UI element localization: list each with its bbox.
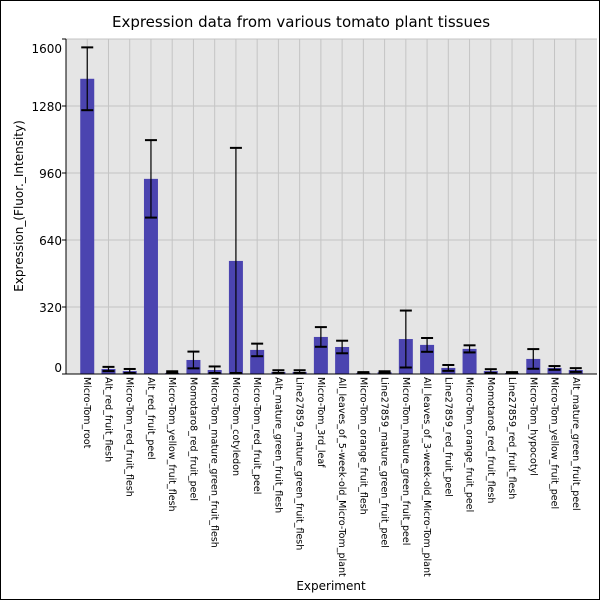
y-axis-label: Expression_(Fluor._Intensity) bbox=[12, 120, 26, 292]
x-tick-label: Momotaro8_red_fruit_flesh bbox=[485, 377, 496, 503]
x-tick-label: Micro-Tom_hypocotyl bbox=[527, 377, 538, 476]
bar bbox=[462, 348, 477, 374]
x-tick-label: Alt_mature_green_fruit_flesh bbox=[272, 377, 283, 513]
x-tick-label: Micro-Tom_red_fruit_flesh bbox=[124, 377, 135, 497]
x-tick-label: Micro-Tom_orange_fruit_flesh bbox=[357, 377, 368, 515]
x-tick-label: Micro-Tom_mature_green_fruit_flesh bbox=[209, 377, 220, 548]
bar bbox=[80, 78, 95, 374]
chart-title: Expression data from various tomato plan… bbox=[112, 13, 490, 31]
y-tick-label: 1600 bbox=[31, 42, 62, 56]
x-tick-label: Line27859_red_fruit_peel bbox=[442, 377, 453, 497]
x-tick-label: Line27859_mature_green_fruit_peel bbox=[379, 377, 390, 548]
x-tick-label: Micro-Tom_3rd_leaf bbox=[315, 377, 326, 468]
x-tick-label: Micro-Tom_red_fruit_peel bbox=[251, 377, 262, 494]
x-tick-label: Micro-Tom_mature_green_fruit_peel bbox=[400, 377, 411, 545]
y-tick-label: 320 bbox=[39, 301, 62, 315]
x-tick-label: Micro-Tom_yellow_fruit_peel bbox=[549, 377, 560, 509]
y-tick-label: 0 bbox=[54, 361, 62, 375]
y-tick-label: 1280 bbox=[31, 100, 62, 114]
x-tick-label: Line27859_red_fruit_flesh bbox=[506, 377, 517, 499]
x-tick-label: Alt_red_fruit_flesh bbox=[102, 377, 113, 462]
x-tick-label: Alt_red_fruit_peel bbox=[145, 377, 156, 460]
x-tick-label: Momotaro8_red_fruit_peel bbox=[187, 377, 198, 501]
y-tick-label: 960 bbox=[39, 167, 62, 181]
x-tick-label: Alt_mature_green_fruit_peel bbox=[570, 377, 581, 511]
x-tick-label: Micro-Tom_root bbox=[81, 377, 92, 449]
x-tick-label: Micro-Tom_orange_fruit_peel bbox=[464, 377, 475, 512]
bar bbox=[547, 367, 562, 374]
x-tick-label: Line27859_mature_green_fruit_flesh bbox=[294, 377, 305, 550]
bar bbox=[143, 178, 158, 374]
x-axis-label: Experiment bbox=[296, 579, 366, 593]
x-tick-label: All_leaves_of_5-week-old_Micro-Tom_plant bbox=[336, 377, 347, 577]
x-tick-label: All_leaves_of_3-week-old_Micro-Tom_plant bbox=[421, 377, 432, 577]
x-tick-label: Micro-Tom_cotyledon bbox=[230, 377, 241, 476]
y-tick-label: 640 bbox=[39, 234, 62, 248]
x-tick-label: Micro-Tom_yellow_fruit_flesh bbox=[166, 377, 177, 512]
